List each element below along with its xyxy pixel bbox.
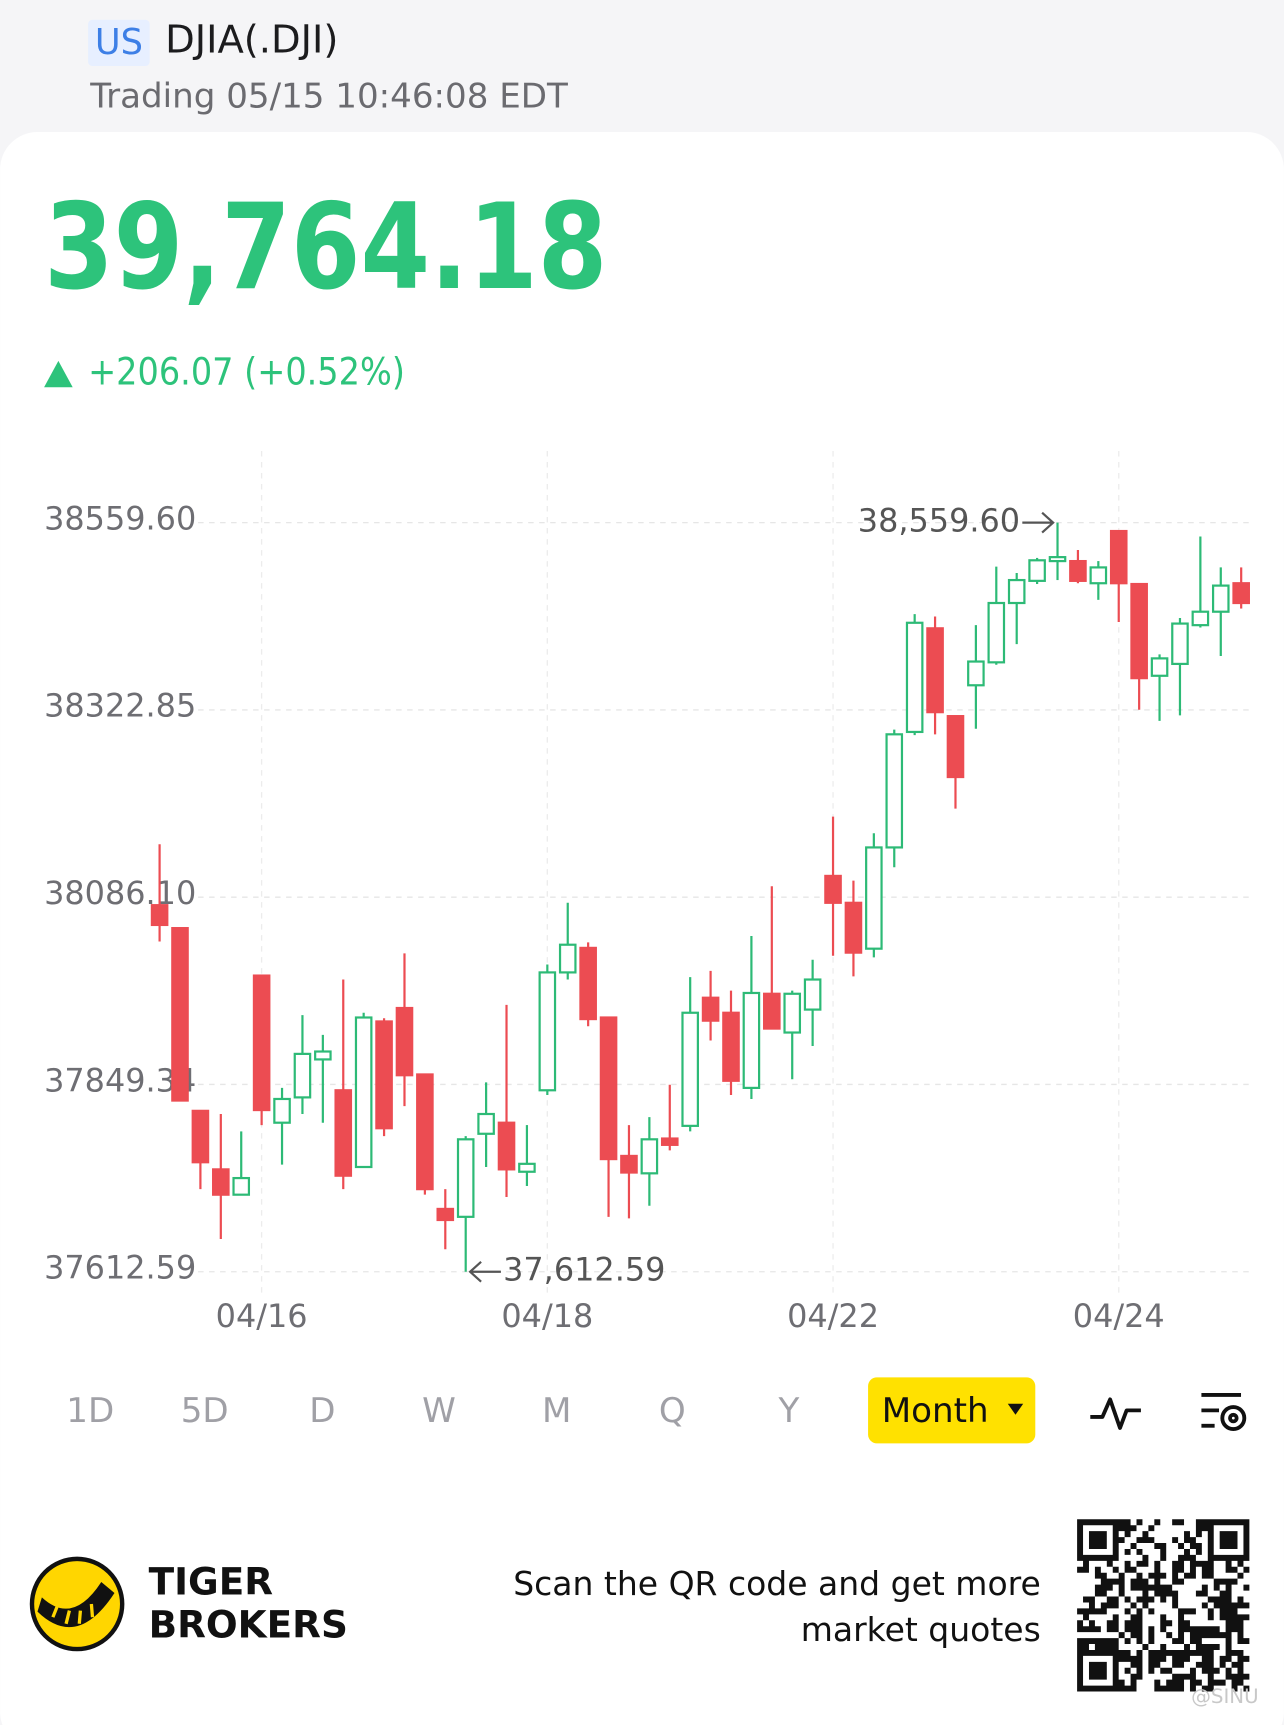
- logo: [29, 1556, 125, 1652]
- candle-body: [763, 992, 781, 1030]
- candle-body: [518, 1162, 536, 1173]
- up-arrow: [44, 360, 73, 388]
- candle-body: [783, 992, 802, 1034]
- candle-body: [722, 1011, 740, 1082]
- period-tabs: 1D 5D D W M Q Y Month: [66, 1377, 1247, 1444]
- card: [0, 132, 1284, 1725]
- candle-body: [599, 1016, 618, 1161]
- period-tab[interactable]: Q: [659, 1391, 686, 1431]
- price: 39,764.18: [44, 179, 607, 317]
- period-tab[interactable]: W: [422, 1391, 456, 1431]
- candle-body: [314, 1050, 332, 1061]
- dropdown-arrow[interactable]: [1007, 1403, 1024, 1415]
- annotation-label: 37,612.59: [503, 1251, 665, 1289]
- period-tab[interactable]: 5D: [181, 1391, 229, 1431]
- x-tick-label: 04/18: [501, 1297, 593, 1335]
- candle-body: [171, 927, 189, 1102]
- candle-body: [742, 991, 761, 1089]
- y-tick-label: 37849.34: [44, 1061, 196, 1099]
- qr-prompt: market quotes: [801, 1610, 1041, 1649]
- annotation-arrow: [468, 1261, 501, 1283]
- status: Trading 05/15 10:46:08 EDT: [89, 76, 568, 116]
- x-tick-label: 04/24: [1073, 1297, 1165, 1335]
- y-tick-label: 38086.10: [44, 874, 196, 912]
- candle-body: [1171, 622, 1189, 666]
- chart: 38559.60 38322.85 38086.10 37849.34 37612.59…: [44, 451, 1250, 1335]
- candle-body: [558, 943, 577, 974]
- candle-body: [865, 846, 883, 950]
- candle-body: [1150, 657, 1169, 677]
- candle-body: [681, 1011, 699, 1127]
- candle-body: [191, 1109, 210, 1164]
- candle-body: [456, 1138, 475, 1218]
- candle-body: [273, 1097, 291, 1124]
- candle-body: [1130, 582, 1148, 680]
- period-tab[interactable]: 1D: [66, 1391, 114, 1431]
- change: +206.07 (+0.52%): [88, 350, 405, 394]
- x-tick-label: 04/22: [787, 1297, 879, 1335]
- annotation-arrow: [1022, 511, 1055, 534]
- candle-body: [701, 996, 720, 1022]
- candle-body: [1007, 578, 1026, 605]
- market-badge: [88, 19, 150, 67]
- candle-body: [1048, 556, 1067, 563]
- candle-body: [987, 601, 1006, 664]
- candle-body: [1232, 582, 1250, 605]
- market: US: [95, 22, 143, 63]
- period-tab[interactable]: M: [542, 1391, 571, 1431]
- x-tick-label: 04/16: [216, 1297, 308, 1335]
- candle-body: [620, 1154, 638, 1174]
- candle-body: [477, 1112, 495, 1135]
- candle-body: [1191, 610, 1210, 627]
- settings-icon[interactable]: [1201, 1393, 1247, 1431]
- candle-body: [1109, 529, 1128, 585]
- candle-body: [1069, 559, 1087, 582]
- candle-body: [538, 971, 557, 1092]
- candle-body: [293, 1052, 312, 1099]
- period-tab[interactable]: D: [309, 1391, 335, 1431]
- period-tab[interactable]: Y: [777, 1391, 799, 1431]
- candle-body: [232, 1176, 251, 1196]
- period-tab-active[interactable]: Month: [882, 1391, 989, 1431]
- candle-body: [885, 733, 904, 849]
- qr-prompt: Scan the QR code and get more: [513, 1564, 1041, 1603]
- indicator-icon[interactable]: [1090, 1397, 1141, 1430]
- candle-body: [150, 904, 169, 927]
- candle-body: [803, 978, 822, 1011]
- qr-code: [1077, 1519, 1250, 1692]
- candle-body: [640, 1138, 659, 1175]
- candle-body: [967, 660, 985, 687]
- y-tick-label: 38322.85: [44, 687, 196, 725]
- candle-body: [926, 627, 944, 714]
- y-tick-label: 37612.59: [44, 1249, 196, 1287]
- candle-body: [212, 1168, 230, 1196]
- active-tab-bg[interactable]: [868, 1377, 1036, 1444]
- brand-line: TIGER: [149, 1560, 274, 1604]
- candle-body: [354, 1016, 373, 1169]
- candle-body: [375, 1020, 393, 1130]
- candle-body: [844, 901, 863, 954]
- candle-body: [1211, 584, 1230, 613]
- y-tick-label: 38559.60: [44, 499, 196, 537]
- watermark: @SINU: [1191, 1685, 1259, 1708]
- candle-body: [436, 1207, 455, 1222]
- candle-body: [579, 946, 597, 1021]
- candle-body: [1028, 559, 1046, 582]
- symbol: DJIA(.DJI): [165, 17, 338, 62]
- annotation-label: 38,559.60: [858, 502, 1020, 540]
- candle-body: [905, 621, 924, 734]
- candle-body: [334, 1089, 353, 1177]
- candle-body: [497, 1121, 516, 1171]
- brand-line: BROKERS: [149, 1603, 348, 1647]
- candle-body: [252, 974, 271, 1112]
- candle-body: [660, 1137, 679, 1146]
- candle-body: [395, 1006, 414, 1077]
- candle-body: [824, 874, 842, 904]
- candle-body: [1089, 566, 1108, 585]
- candle-body: [416, 1073, 434, 1191]
- qr-modules: [1077, 1519, 1250, 1692]
- candle-body: [946, 715, 965, 779]
